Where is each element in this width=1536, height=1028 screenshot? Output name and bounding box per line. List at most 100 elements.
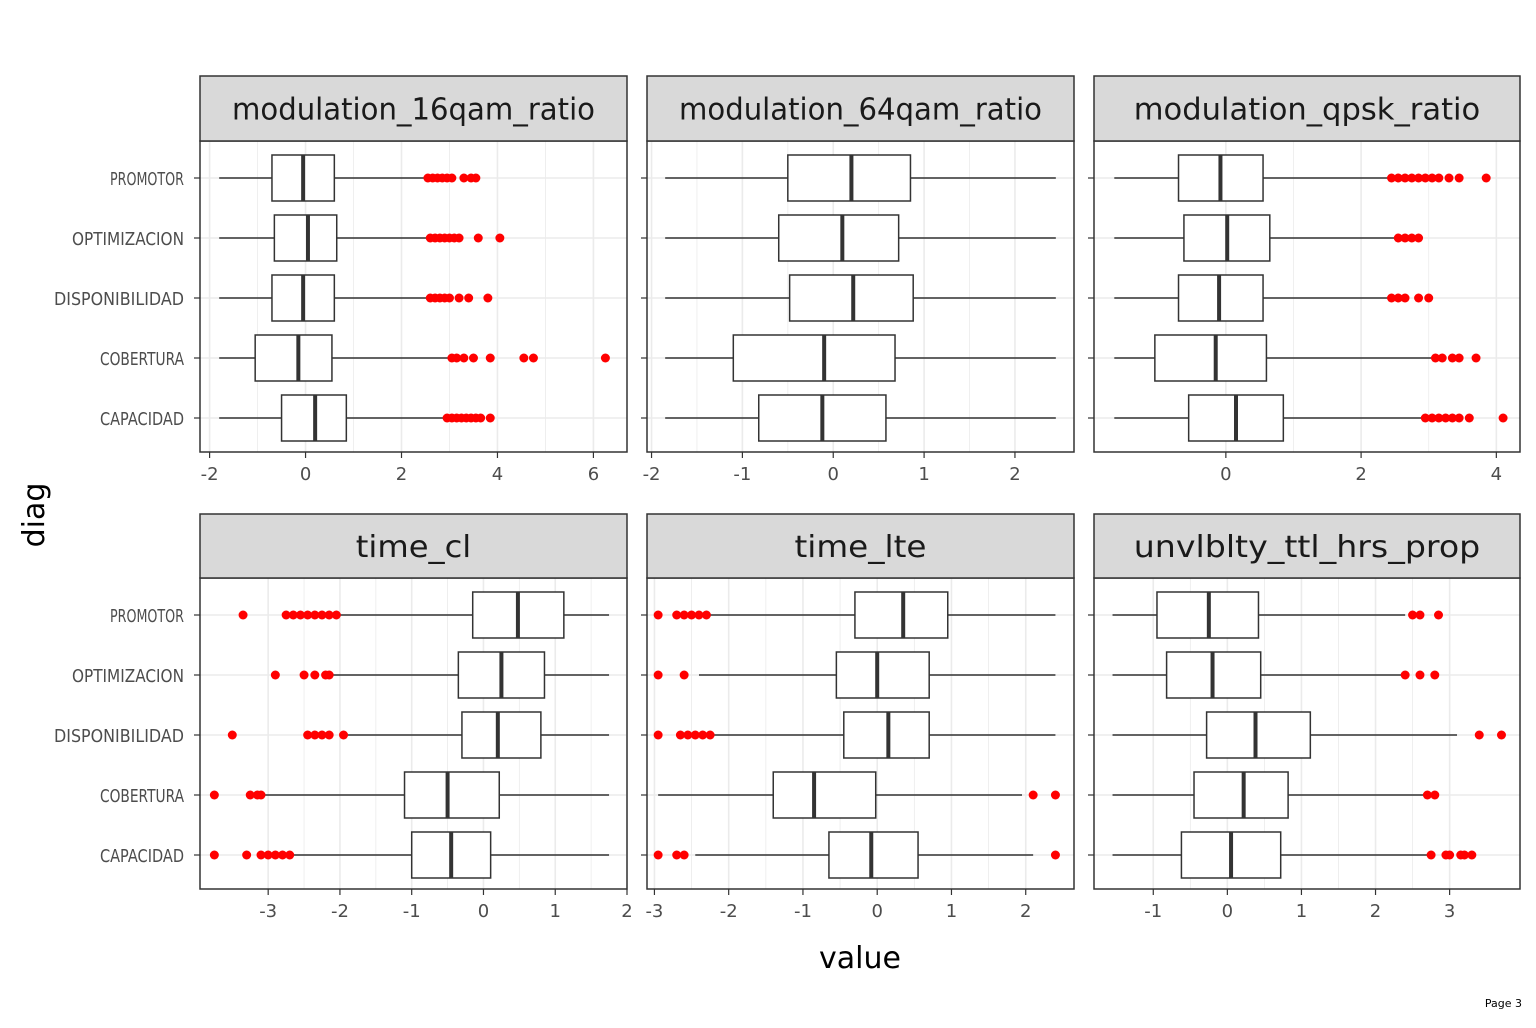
- facet-strip-title: time_cl: [356, 530, 472, 565]
- x-tick-label: -1: [733, 464, 751, 485]
- outlier-point: [1426, 850, 1436, 860]
- outlier-point: [1400, 233, 1410, 243]
- outlier-point: [209, 850, 219, 860]
- y-category-label: DISPONIBILIDAD: [54, 726, 184, 747]
- outlier-point: [1430, 353, 1440, 363]
- outlier-point: [600, 353, 610, 363]
- outlier-point: [1393, 293, 1403, 303]
- outlier-point: [1414, 173, 1424, 183]
- iqr-box: [1193, 771, 1289, 819]
- iqr-box: [835, 651, 930, 699]
- box-cobertura: [219, 334, 610, 382]
- x-tick-label: -2: [643, 464, 661, 485]
- outlier-point: [483, 293, 493, 303]
- outlier-point: [1422, 790, 1432, 800]
- outlier-point: [1434, 610, 1444, 620]
- outlier-point: [459, 353, 469, 363]
- box-capacidad: [219, 394, 495, 442]
- outlier-point: [1427, 413, 1437, 423]
- box-cobertura: [658, 771, 1060, 819]
- x-tick-label: 4: [492, 464, 503, 485]
- facet-panel: time_lte -3 -2 -1 0 1 2: [641, 513, 1075, 922]
- outlier-point: [528, 353, 538, 363]
- x-tick-label: 2: [1020, 901, 1031, 922]
- box-promotor: [238, 591, 610, 639]
- x-tick-label: 6: [588, 464, 599, 485]
- outlier-point: [1467, 850, 1477, 860]
- outlier-point: [701, 610, 711, 620]
- outlier-point: [256, 790, 266, 800]
- box-optimizacion: [219, 214, 505, 262]
- iqr-box: [1154, 334, 1268, 382]
- outlier-point: [1050, 850, 1060, 860]
- x-tick-label: -1: [403, 901, 421, 922]
- x-tick-label: 0: [871, 901, 882, 922]
- outlier-point: [281, 610, 291, 620]
- x-tick-label: -3: [645, 901, 663, 922]
- outlier-point: [295, 610, 305, 620]
- iqr-box: [777, 214, 900, 262]
- y-category-label: COBERTURA: [100, 349, 185, 370]
- outlier-point: [1414, 233, 1424, 243]
- outlier-point: [209, 790, 219, 800]
- outlier-point: [1424, 293, 1434, 303]
- outlier-point: [1434, 413, 1444, 423]
- y-category-label: PROMOTOR: [110, 169, 184, 190]
- facet-strip-title: modulation_16qam_ratio: [232, 93, 595, 128]
- y-category-label: OPTIMIZACION: [72, 229, 184, 250]
- outlier-point: [452, 353, 462, 363]
- x-tick-label: -1: [794, 901, 812, 922]
- facet-strip-title: modulation_64qam_ratio: [679, 93, 1042, 128]
- outlier-point: [476, 413, 486, 423]
- y-axis-title: diag: [17, 483, 52, 548]
- outlier-point: [653, 610, 663, 620]
- page-label: Page 3: [1484, 997, 1522, 1010]
- outlier-point: [1415, 610, 1425, 620]
- outlier-point: [270, 850, 280, 860]
- x-tick-label: 0: [478, 901, 489, 922]
- x-tick-label: 0: [1220, 464, 1231, 485]
- iqr-box: [772, 771, 877, 819]
- outlier-point: [310, 610, 320, 620]
- outlier-point: [464, 293, 474, 303]
- x-tick-label: 1: [550, 901, 561, 922]
- iqr-box: [732, 334, 896, 382]
- facet-strip: [1093, 75, 1521, 142]
- outlier-point: [519, 353, 529, 363]
- x-tick-label: 1: [946, 901, 957, 922]
- x-tick-label: 3: [1444, 901, 1455, 922]
- outlier-point: [1400, 173, 1410, 183]
- outlier-point: [245, 790, 255, 800]
- outlier-point: [1447, 413, 1457, 423]
- y-category-label: OPTIMIZACION: [72, 666, 184, 687]
- outlier-point: [310, 730, 320, 740]
- x-tick-label: -2: [720, 901, 738, 922]
- outlier-point: [485, 353, 495, 363]
- outlier-point: [303, 610, 313, 620]
- outlier-point: [1441, 413, 1451, 423]
- outlier-point: [679, 850, 689, 860]
- outlier-point: [679, 610, 689, 620]
- box-promotor: [1112, 591, 1444, 639]
- x-tick-label: 2: [1370, 901, 1381, 922]
- outlier-point: [1454, 353, 1464, 363]
- outlier-point: [1414, 293, 1424, 303]
- x-tick-label: -1: [1144, 901, 1162, 922]
- outlier-point: [1393, 233, 1403, 243]
- outlier-point: [1496, 730, 1506, 740]
- box-optimizacion: [1112, 651, 1440, 699]
- facet-strip: [1093, 513, 1521, 579]
- box-disponibilidad: [227, 711, 610, 759]
- box-optimizacion: [1114, 214, 1424, 262]
- outlier-point: [1447, 353, 1457, 363]
- iqr-box: [787, 154, 912, 202]
- outlier-point: [1471, 353, 1481, 363]
- box-disponibilidad: [1112, 711, 1506, 759]
- facet-panel: time_cl -3 -2 -1 0 1 2 PROMOTOR OPTIMIZACION DISP…: [54, 513, 633, 922]
- x-tick-label: -2: [201, 464, 219, 485]
- outlier-point: [683, 730, 693, 740]
- outlier-point: [1459, 850, 1469, 860]
- outlier-point: [653, 850, 663, 860]
- outlier-point: [1028, 790, 1038, 800]
